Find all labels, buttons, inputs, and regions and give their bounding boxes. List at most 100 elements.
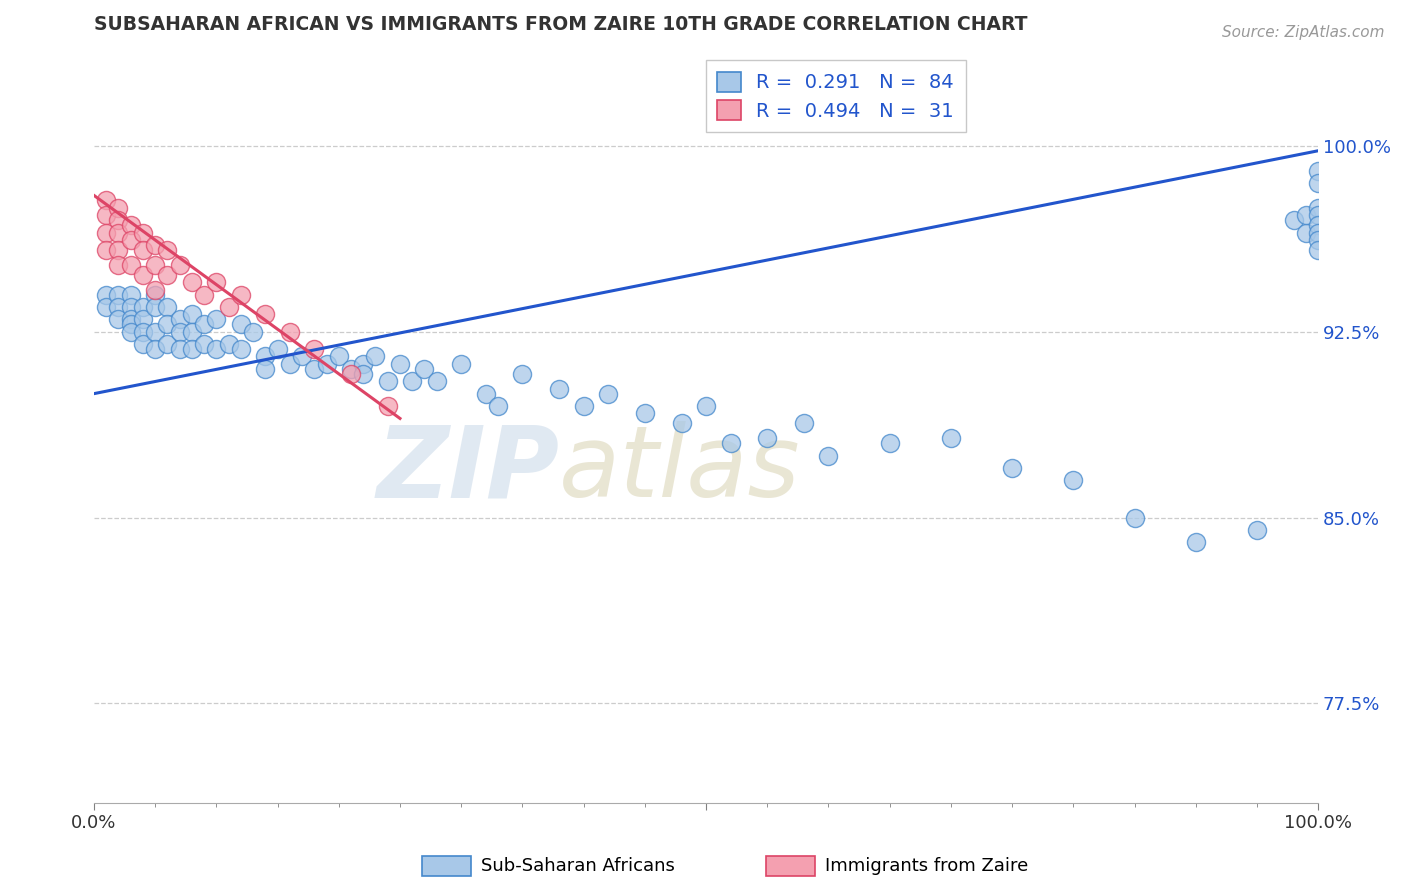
- Point: [156, 243, 179, 257]
- Point: [512, 367, 534, 381]
- Point: [193, 318, 215, 332]
- Point: [278, 357, 301, 371]
- Text: SUBSAHARAN AFRICAN VS IMMIGRANTS FROM ZAIRE 10TH GRADE CORRELATION CHART: SUBSAHARAN AFRICAN VS IMMIGRANTS FROM ZA…: [94, 15, 1028, 34]
- Point: [1246, 523, 1268, 537]
- Point: [143, 283, 166, 297]
- Point: [1062, 474, 1084, 488]
- Point: [96, 194, 118, 208]
- Point: [793, 417, 815, 431]
- Point: [1308, 163, 1330, 178]
- Point: [1282, 213, 1305, 227]
- Point: [340, 362, 363, 376]
- Point: [229, 287, 252, 301]
- Text: atlas: atlas: [560, 422, 801, 518]
- Point: [1308, 218, 1330, 232]
- Point: [120, 325, 142, 339]
- Point: [107, 243, 129, 257]
- Point: [315, 357, 337, 371]
- Point: [598, 386, 620, 401]
- Point: [352, 357, 374, 371]
- Point: [1123, 510, 1146, 524]
- Point: [1308, 226, 1330, 240]
- Point: [143, 300, 166, 314]
- Point: [205, 342, 228, 356]
- Point: [450, 357, 472, 371]
- Text: Source: ZipAtlas.com: Source: ZipAtlas.com: [1222, 25, 1385, 40]
- Point: [193, 287, 215, 301]
- Point: [107, 287, 129, 301]
- Point: [143, 258, 166, 272]
- Point: [1308, 208, 1330, 222]
- Point: [132, 312, 155, 326]
- Point: [132, 337, 155, 351]
- Point: [474, 386, 496, 401]
- Point: [180, 325, 202, 339]
- Point: [96, 243, 118, 257]
- Text: Immigrants from Zaire: Immigrants from Zaire: [825, 857, 1029, 875]
- Point: [205, 312, 228, 326]
- Point: [254, 362, 277, 376]
- Point: [720, 436, 742, 450]
- Point: [486, 399, 509, 413]
- Point: [193, 337, 215, 351]
- Point: [352, 367, 374, 381]
- Point: [1001, 461, 1024, 475]
- Point: [107, 300, 129, 314]
- Point: [671, 417, 693, 431]
- Point: [132, 243, 155, 257]
- Point: [218, 300, 240, 314]
- Point: [304, 362, 326, 376]
- Point: [107, 213, 129, 227]
- Point: [107, 312, 129, 326]
- Point: [304, 342, 326, 356]
- Point: [817, 449, 839, 463]
- Point: [229, 342, 252, 356]
- Point: [143, 342, 166, 356]
- Point: [1295, 226, 1317, 240]
- Point: [96, 226, 118, 240]
- Legend: R =  0.291   N =  84, R =  0.494   N =  31: R = 0.291 N = 84, R = 0.494 N = 31: [706, 60, 966, 132]
- Point: [169, 325, 191, 339]
- Point: [266, 342, 288, 356]
- Point: [120, 258, 142, 272]
- Point: [1308, 243, 1330, 257]
- Point: [426, 374, 449, 388]
- Point: [254, 307, 277, 321]
- Point: [143, 238, 166, 252]
- Point: [120, 218, 142, 232]
- Point: [156, 268, 179, 282]
- Point: [1308, 233, 1330, 247]
- Point: [132, 226, 155, 240]
- Point: [107, 201, 129, 215]
- Point: [132, 300, 155, 314]
- Point: [218, 337, 240, 351]
- Point: [756, 431, 779, 445]
- Point: [291, 350, 314, 364]
- Point: [1308, 201, 1330, 215]
- Point: [180, 342, 202, 356]
- Point: [377, 374, 399, 388]
- Point: [695, 399, 717, 413]
- Point: [340, 367, 363, 381]
- Point: [879, 436, 901, 450]
- Point: [1308, 176, 1330, 190]
- Point: [120, 287, 142, 301]
- Point: [169, 258, 191, 272]
- Point: [107, 258, 129, 272]
- Point: [143, 287, 166, 301]
- Point: [132, 325, 155, 339]
- Point: [205, 275, 228, 289]
- Point: [120, 318, 142, 332]
- Point: [143, 325, 166, 339]
- Point: [939, 431, 962, 445]
- Point: [229, 318, 252, 332]
- Point: [328, 350, 350, 364]
- Point: [107, 226, 129, 240]
- Point: [96, 300, 118, 314]
- Point: [120, 312, 142, 326]
- Point: [278, 325, 301, 339]
- Point: [120, 300, 142, 314]
- Point: [413, 362, 436, 376]
- Point: [1295, 208, 1317, 222]
- Point: [180, 275, 202, 289]
